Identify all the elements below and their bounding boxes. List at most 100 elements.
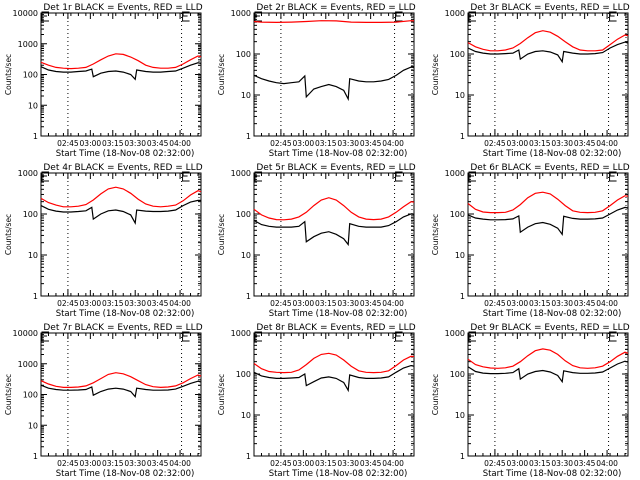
plot-frame (40, 12, 202, 137)
y-tick-label: 10000 (13, 9, 38, 18)
chart-panel-8: Det 8r BLACK = Events, RED = LLD 1 10 100 10… (217, 323, 416, 479)
x-tick-label: 03:45 (360, 139, 382, 148)
y-tick-label: 10 (455, 411, 465, 420)
e-marker (41, 11, 49, 22)
y-tick-label: 10000 (13, 329, 38, 338)
series-line-events (253, 66, 415, 102)
e-marker (182, 11, 190, 22)
plot-frame (253, 172, 415, 297)
plot-frame (253, 12, 415, 137)
e-marker (468, 11, 476, 22)
x-tick-label: 02:45 (57, 459, 79, 468)
plot-frame (40, 332, 202, 457)
y-tick-label: 100 (23, 391, 38, 400)
chart-title: Det 8r BLACK = Events, RED = LLD (256, 323, 415, 333)
series-line-lld (253, 197, 415, 221)
y-axis-label: Counts/sec (4, 214, 13, 255)
series-line-lld (40, 53, 202, 70)
y-tick-label: 100 (236, 370, 251, 379)
x-tick-label: 02:45 (57, 299, 79, 308)
y-axis-label: Counts/sec (217, 54, 226, 95)
x-tick-label: 03:00 (80, 139, 102, 148)
e-marker (182, 331, 190, 342)
chart-panel-6: Det 6r BLACK = Events, RED = LLD 1 10 100 10… (431, 163, 630, 319)
e-marker (41, 171, 49, 182)
x-tick-label: 03:30 (124, 139, 146, 148)
x-tick-label: 02:45 (270, 459, 292, 468)
x-tick-label: 03:15 (315, 139, 337, 148)
x-tick-label: 02:45 (484, 299, 506, 308)
x-tick-label: 03:15 (315, 299, 337, 308)
y-tick-label: 1000 (445, 9, 465, 18)
x-tick-label: 04:00 (169, 299, 191, 308)
e-marker (254, 11, 262, 22)
series-line-events (40, 380, 202, 399)
x-tick-label: 03:30 (337, 299, 359, 308)
y-tick-label: 100 (450, 210, 465, 219)
x-tick-label: 03:15 (315, 459, 337, 468)
x-axis-label: Start Time (18-Nov-08 02:32:00) (269, 149, 408, 159)
y-tick-label: 1 (246, 292, 251, 301)
y-tick-label: 10 (241, 251, 251, 260)
x-axis-label: Start Time (18-Nov-08 02:32:00) (483, 149, 622, 159)
x-axis-label: Start Time (18-Nov-08 02:32:00) (269, 309, 408, 319)
y-tick-label: 100 (236, 210, 251, 219)
y-tick-label: 1 (246, 132, 251, 141)
plot-frame (467, 12, 629, 137)
y-tick-label: 1000 (231, 169, 251, 178)
chart-panel-7: Det 7r BLACK = Events, RED = LLD 1 10 100 10… (4, 323, 203, 479)
y-tick-label: 10 (28, 421, 38, 430)
x-tick-label: 03:00 (293, 139, 315, 148)
x-tick-label: 03:00 (80, 299, 102, 308)
y-tick-label: 100 (450, 50, 465, 59)
y-tick-label: 1 (460, 292, 465, 301)
y-tick-label: 1 (33, 132, 38, 141)
x-tick-label: 03:15 (529, 299, 551, 308)
y-tick-label: 1 (33, 292, 38, 301)
x-tick-label: 02:45 (484, 139, 506, 148)
series-line-lld (467, 30, 629, 52)
e-marker (254, 171, 262, 182)
y-tick-label: 10 (455, 251, 465, 260)
x-tick-label: 03:45 (360, 459, 382, 468)
x-tick-label: 03:30 (337, 459, 359, 468)
x-axis-label: Start Time (18-Nov-08 02:32:00) (483, 309, 622, 319)
y-tick-label: 10 (28, 251, 38, 260)
plot-frame (40, 172, 202, 297)
x-axis-label: Start Time (18-Nov-08 02:32:00) (483, 469, 622, 479)
x-tick-label: 02:45 (484, 459, 506, 468)
x-tick-label: 03:00 (507, 459, 529, 468)
x-tick-label: 03:30 (124, 299, 146, 308)
e-marker (182, 171, 190, 182)
e-marker (395, 11, 403, 22)
y-tick-label: 1000 (445, 169, 465, 178)
y-axis-label: Counts/sec (431, 54, 440, 95)
chart-title: Det 5r BLACK = Events, RED = LLD (256, 163, 415, 173)
x-tick-label: 03:30 (551, 299, 573, 308)
y-axis-label: Counts/sec (4, 374, 13, 415)
chart-panel-3: Det 3r BLACK = Events, RED = LLD 1 10 100 10… (431, 3, 630, 159)
x-tick-label: 03:15 (102, 139, 124, 148)
x-tick-label: 03:45 (574, 139, 596, 148)
y-tick-label: 1 (33, 452, 38, 461)
x-axis-label: Start Time (18-Nov-08 02:32:00) (56, 309, 195, 319)
e-marker (609, 331, 617, 342)
y-axis-label: Counts/sec (217, 214, 226, 255)
x-tick-label: 03:00 (293, 299, 315, 308)
plot-frame (467, 172, 629, 297)
y-tick-label: 100 (23, 210, 38, 219)
x-axis-label: Start Time (18-Nov-08 02:32:00) (56, 469, 195, 479)
x-tick-label: 03:45 (574, 299, 596, 308)
x-tick-label: 03:45 (147, 299, 169, 308)
x-tick-label: 03:00 (293, 459, 315, 468)
x-tick-label: 03:45 (360, 299, 382, 308)
series-line-lld (467, 348, 629, 369)
series-line-events (253, 213, 415, 247)
series-line-lld (253, 352, 415, 374)
x-tick-label: 03:15 (529, 139, 551, 148)
y-tick-label: 1000 (231, 9, 251, 18)
e-marker (609, 171, 617, 182)
x-tick-label: 04:00 (382, 459, 404, 468)
y-tick-label: 100 (450, 370, 465, 379)
